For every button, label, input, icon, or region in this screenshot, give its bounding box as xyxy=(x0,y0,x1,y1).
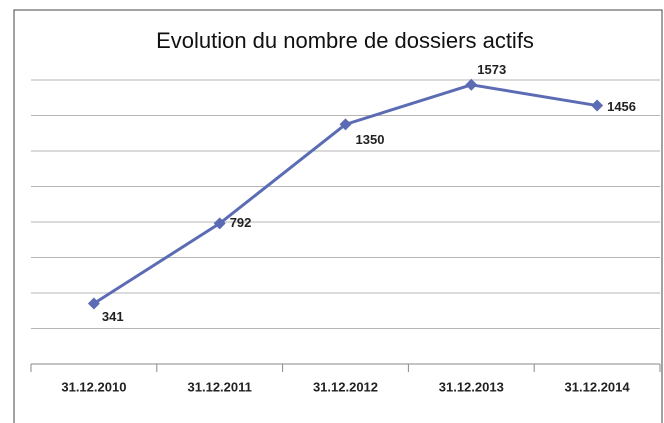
x-tick-label: 31.12.2011 xyxy=(188,379,252,394)
x-tick-label: 31.12.2010 xyxy=(61,379,126,394)
marker xyxy=(87,297,100,310)
data-label: 792 xyxy=(230,215,252,230)
data-label: 341 xyxy=(102,309,124,324)
data-label: 1350 xyxy=(356,132,385,147)
chart-frame xyxy=(13,9,663,423)
marker xyxy=(213,217,226,230)
marker xyxy=(339,118,352,131)
data-label: 1573 xyxy=(477,62,506,77)
marker xyxy=(591,99,604,112)
x-tick-label: 31.12.2013 xyxy=(439,379,504,394)
data-label: 1456 xyxy=(607,99,636,114)
x-tick-label: 31.12.2014 xyxy=(565,379,631,394)
x-tick-label: 31.12.2012 xyxy=(313,379,378,394)
marker xyxy=(465,78,478,91)
chart-title: Evolution du nombre de dossiers actifs xyxy=(156,28,534,53)
